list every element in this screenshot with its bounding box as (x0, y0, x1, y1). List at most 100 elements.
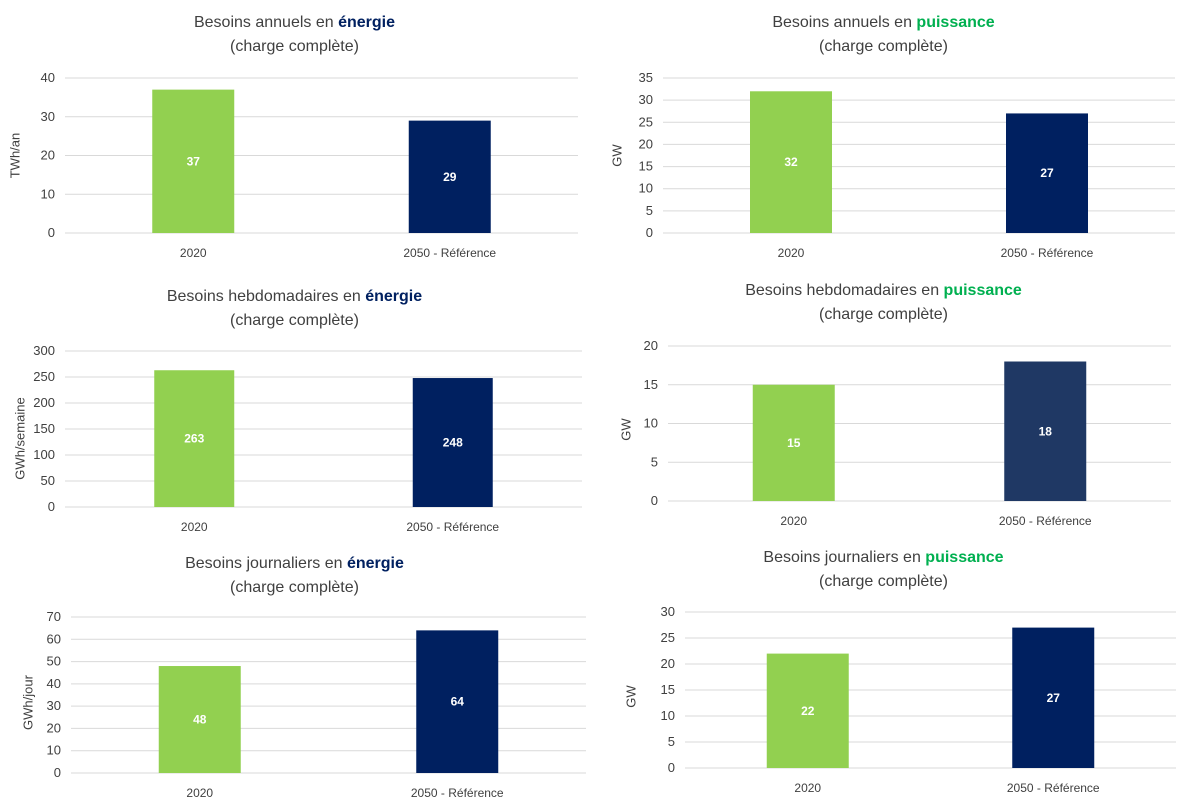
x-tick-label: 2020 (780, 514, 807, 528)
y-tick-label: 0 (668, 760, 675, 775)
y-tick-label: 30 (47, 698, 61, 713)
chart-title-main: Besoins hebdomadaires en (166, 288, 366, 305)
y-tick-label: 35 (639, 70, 653, 85)
x-tick-label: 2050 - Référence (411, 786, 504, 799)
bar (408, 120, 491, 233)
bar (1004, 361, 1087, 501)
y-tick-label: 20 (47, 720, 61, 735)
data-label: 27 (1047, 691, 1061, 705)
chart-subtitle: (charge complète) (819, 306, 948, 323)
y-tick-label: 0 (48, 225, 55, 240)
chart-title-main: Besoins annuels en (193, 14, 339, 31)
y-tick-label: 20 (639, 136, 653, 151)
x-tick-label: 2020 (778, 246, 805, 260)
bar (412, 378, 493, 507)
chart-panel-weekly-energy: Besoins hebdomadaires en énergie (charge… (0, 266, 589, 534)
y-tick-label: 70 (47, 609, 61, 624)
bar (766, 653, 849, 768)
chart-title-emphasis: puissance (925, 549, 1004, 566)
y-tick-label: 300 (33, 343, 55, 358)
x-tick-label: 2020 (180, 246, 207, 260)
chart-title-emphasis: énergie (365, 288, 423, 305)
chart-subtitle: (charge complète) (230, 312, 359, 329)
data-label: 22 (801, 704, 815, 718)
bar (158, 666, 241, 773)
y-tick-label: 200 (33, 395, 55, 410)
y-tick-label: 0 (651, 493, 658, 508)
y-tick-label: 20 (644, 338, 658, 353)
bar (752, 384, 835, 501)
y-tick-label: 40 (41, 70, 55, 85)
x-tick-label: 2050 - Référence (1001, 246, 1094, 260)
data-label: 37 (187, 154, 201, 168)
data-label: 18 (1039, 424, 1053, 438)
y-tick-label: 0 (48, 499, 55, 514)
y-tick-label: 40 (47, 676, 61, 691)
bar (154, 370, 235, 507)
chart-panel-daily-power: Besoins journaliers en puissance (charge… (589, 533, 1178, 799)
bar (152, 89, 235, 233)
data-label: 29 (443, 170, 457, 184)
chart-title: Besoins journaliers en puissance (589, 547, 1178, 569)
x-tick-label: 2050 - Référence (999, 514, 1092, 528)
bar (416, 630, 499, 773)
chart-plot: 0 50 100 150 200 250 300 263 2020 248 2050 - Référ… (33, 343, 582, 534)
chart-plot: 0 10 20 30 40 37 2020 29 2050 - Référence (41, 70, 578, 260)
y-tick-label: 30 (661, 604, 675, 619)
y-tick-label: 10 (644, 416, 658, 431)
y-tick-label: 10 (639, 181, 653, 196)
x-tick-label: 2050 - Référence (406, 520, 499, 534)
bar (1006, 113, 1088, 233)
x-tick-label: 2050 - Référence (1007, 781, 1100, 795)
chart-panel-weekly-power: Besoins hebdomadaires en puissance (char… (589, 266, 1178, 532)
x-tick-label: 2020 (186, 786, 213, 799)
x-tick-label: 2020 (181, 520, 208, 534)
chart-title-main: Besoins annuels en (772, 14, 917, 31)
chart-title: Besoins annuels en puissance (589, 12, 1178, 34)
chart-title-main: Besoins hebdomadaires en (745, 282, 944, 299)
y-tick-label: 0 (646, 225, 653, 240)
chart-title-main: Besoins journaliers en (763, 549, 926, 566)
chart-title-emphasis: puissance (943, 282, 1022, 299)
chart-plot: 0 10 20 30 40 50 60 70 48 2020 64 2050 - Référence (47, 609, 586, 799)
chart-plot: 0 5 10 15 20 25 30 22 2020 27 2050 - Référence (661, 604, 1176, 795)
y-tick-label: 10 (661, 708, 675, 723)
data-label: 15 (787, 436, 801, 450)
data-label: 32 (784, 155, 798, 169)
chart-title-emphasis: énergie (346, 555, 404, 572)
chart-subtitle: (charge complète) (819, 573, 948, 590)
x-tick-label: 2050 - Référence (403, 246, 496, 260)
y-tick-label: 25 (661, 630, 675, 645)
y-tick-label: 30 (41, 109, 55, 124)
y-tick-label: 5 (651, 454, 658, 469)
chart-subtitle: (charge complète) (819, 38, 948, 55)
y-tick-label: 60 (47, 631, 61, 646)
x-tick-label: 2020 (794, 781, 821, 795)
chart-title: Besoins hebdomadaires en puissance (589, 280, 1178, 302)
y-tick-label: 150 (33, 421, 55, 436)
chart-subtitle: (charge complète) (230, 579, 359, 596)
y-tick-label: 10 (47, 743, 61, 758)
y-tick-label: 25 (639, 114, 653, 129)
chart-plot: 0 5 10 15 20 15 2020 18 2050 - Référence (644, 338, 1171, 528)
y-tick-label: 5 (646, 203, 653, 218)
data-label: 48 (193, 713, 207, 727)
y-tick-label: 250 (33, 369, 55, 384)
y-tick-label: 20 (41, 148, 55, 163)
chart-title: Besoins journaliers en énergie (0, 553, 589, 575)
chart-plot: 0 5 10 15 20 25 30 35 32 2020 27 2050 - Référence (639, 70, 1175, 260)
chart-title: Besoins hebdomadaires en énergie (0, 286, 589, 308)
y-tick-label: 15 (644, 377, 658, 392)
data-label: 64 (451, 695, 465, 709)
chart-subtitle: (charge complète) (230, 38, 359, 55)
chart-panel-daily-energy: Besoins journaliers en énergie (charge c… (0, 533, 589, 799)
chart-panel-annual-power: Besoins annuels en puissance (charge com… (589, 0, 1178, 266)
y-tick-label: 10 (41, 186, 55, 201)
y-tick-label: 50 (47, 654, 61, 669)
chart-panel-annual-energy: Besoins annuels en énergie (charge compl… (0, 0, 589, 266)
y-tick-label: 15 (639, 159, 653, 174)
y-tick-label: 30 (639, 92, 653, 107)
y-tick-label: 5 (668, 734, 675, 749)
chart-title-emphasis: puissance (916, 14, 995, 31)
y-tick-label: 15 (661, 682, 675, 697)
